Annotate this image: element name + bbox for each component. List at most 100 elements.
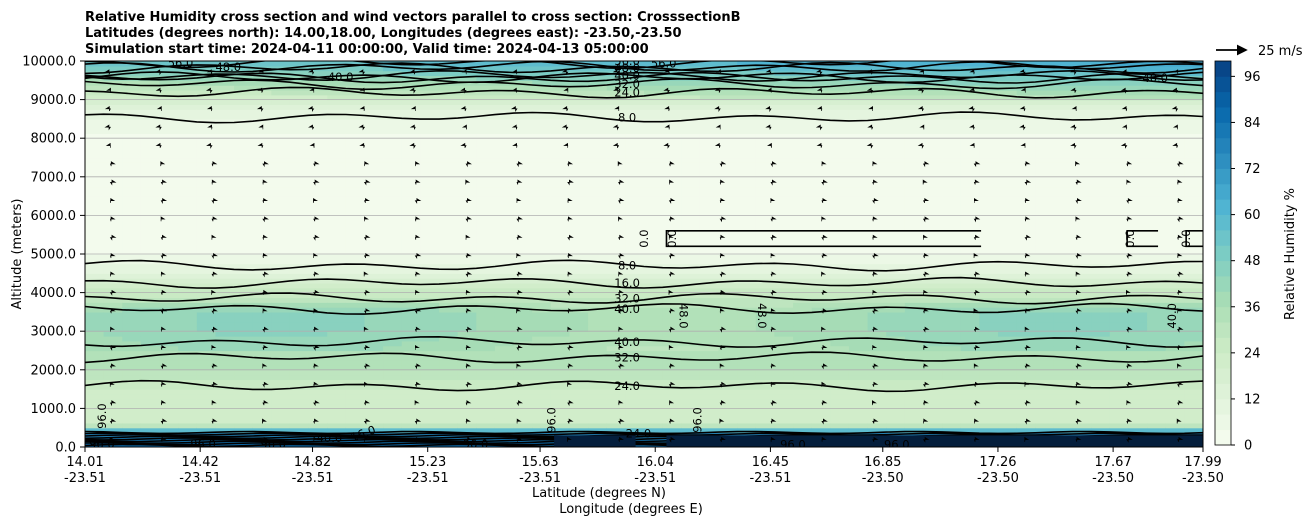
humidity-cell — [867, 398, 887, 405]
humidity-cell — [532, 398, 552, 405]
humidity-cell — [215, 133, 235, 139]
humidity-cell — [942, 85, 962, 91]
humidity-cell — [327, 210, 347, 216]
humidity-cell — [1016, 355, 1036, 361]
humidity-cell — [569, 220, 589, 226]
humidity-cell — [867, 418, 887, 424]
humidity-cell — [1091, 302, 1111, 308]
humidity-cell — [681, 157, 701, 163]
humidity-cell — [793, 398, 813, 405]
humidity-cell — [867, 369, 887, 376]
humidity-cell — [942, 210, 962, 216]
humidity-cell — [811, 167, 831, 173]
wind-vector — [211, 344, 217, 350]
humidity-cell — [848, 258, 869, 265]
humidity-cell — [886, 65, 906, 72]
humidity-cell — [923, 186, 943, 192]
humidity-cell — [401, 326, 421, 332]
humidity-cell — [886, 162, 906, 168]
humidity-cell — [345, 249, 366, 255]
humidity-cell — [923, 114, 943, 120]
humidity-cell — [383, 360, 403, 366]
humidity-cell — [718, 254, 738, 260]
humidity-cell — [718, 364, 738, 371]
humidity-cell — [737, 128, 757, 134]
humidity-cell — [718, 75, 738, 81]
humidity-cell — [718, 128, 738, 134]
humidity-cell — [737, 171, 757, 178]
humidity-cell — [327, 118, 347, 125]
humidity-cell — [569, 345, 589, 352]
humidity-cell — [364, 384, 384, 390]
humidity-cell — [364, 94, 384, 101]
humidity-cell — [550, 432, 571, 438]
humidity-cell — [625, 345, 645, 352]
humidity-cell — [159, 61, 179, 67]
humidity-cell — [755, 167, 776, 173]
humidity-cell — [848, 171, 869, 178]
humidity-cell — [1147, 104, 1167, 110]
humidity-cell — [1147, 258, 1167, 265]
humidity-cell — [942, 302, 962, 308]
humidity-cell — [308, 374, 328, 381]
humidity-cell — [1184, 398, 1203, 405]
humidity-cell — [196, 282, 217, 289]
humidity-cell — [606, 167, 626, 173]
humidity-cell — [588, 316, 608, 323]
humidity-cell — [383, 229, 403, 236]
humidity-cell — [401, 152, 421, 159]
humidity-cell — [457, 345, 477, 352]
humidity-cell — [550, 181, 571, 188]
humidity-cell — [476, 369, 496, 376]
humidity-cell — [1091, 80, 1111, 86]
humidity-cell — [1091, 118, 1111, 125]
humidity-cell — [942, 268, 962, 274]
humidity-cell — [1091, 427, 1111, 434]
humidity-cell — [699, 389, 720, 395]
humidity-cell — [401, 70, 421, 77]
humidity-cell — [718, 345, 738, 352]
humidity-cell — [904, 273, 925, 279]
humidity-cell — [737, 268, 757, 274]
humidity-cell — [122, 316, 142, 323]
humidity-cell — [774, 321, 794, 327]
humidity-cell — [1072, 379, 1092, 385]
humidity-cell — [588, 355, 608, 361]
humidity-cell — [569, 258, 589, 265]
humidity-cell — [886, 75, 906, 81]
humidity-cell — [327, 268, 347, 274]
humidity-cell — [439, 171, 459, 178]
humidity-cell — [308, 422, 328, 429]
humidity-cell — [1165, 176, 1185, 183]
humidity-cell — [942, 143, 962, 149]
humidity-cell — [401, 258, 421, 265]
humidity-cell — [979, 408, 999, 414]
humidity-cell — [289, 229, 310, 236]
humidity-cell — [960, 350, 980, 356]
humidity-cell — [1091, 225, 1111, 231]
humidity-cell — [979, 210, 999, 216]
humidity-cell — [271, 393, 291, 400]
humidity-cell — [1128, 94, 1148, 101]
humidity-cell — [550, 94, 571, 101]
humidity-cell — [550, 104, 571, 110]
humidity-cell — [588, 418, 608, 424]
humidity-cell — [1147, 384, 1167, 390]
humidity-cell — [532, 331, 552, 337]
humidity-cell — [662, 181, 682, 188]
humidity-cell — [1184, 133, 1203, 139]
humidity-cell — [755, 311, 776, 318]
humidity-cell — [401, 302, 421, 308]
humidity-cell — [1165, 225, 1185, 231]
humidity-cell — [1053, 278, 1074, 284]
humidity-cell — [159, 292, 179, 299]
humidity-cell — [1053, 89, 1074, 96]
humidity-cell — [998, 65, 1018, 72]
humidity-cell — [85, 123, 105, 130]
wind-vector — [104, 69, 111, 76]
humidity-cell — [178, 239, 198, 245]
humidity-cell — [550, 244, 571, 250]
humidity-cell — [1184, 234, 1203, 241]
humidity-cell — [1165, 326, 1185, 332]
humidity-cell — [252, 80, 272, 86]
